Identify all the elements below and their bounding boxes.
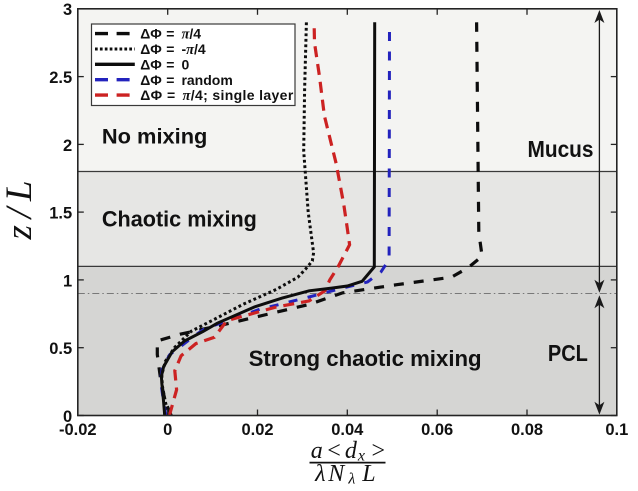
svg-text:Chaotic mixing: Chaotic mixing	[102, 206, 257, 231]
svg-text:PCL: PCL	[548, 340, 588, 366]
svg-text:0: 0	[63, 408, 72, 426]
svg-text:0.06: 0.06	[421, 421, 453, 439]
svg-text:Strong chaotic mixing: Strong chaotic mixing	[249, 346, 482, 371]
svg-text:1.5: 1.5	[49, 205, 72, 223]
svg-text:-0.02: -0.02	[59, 421, 97, 439]
svg-text:0.02: 0.02	[241, 421, 273, 439]
svg-text:1: 1	[63, 272, 72, 290]
svg-text:ΔΦ=-π/4: ΔΦ = -π/4	[140, 41, 206, 58]
svg-text:No mixing: No mixing	[102, 126, 208, 149]
svg-text:ΔΦ=random: ΔΦ = random	[140, 72, 233, 88]
svg-text:0.1: 0.1	[605, 421, 628, 439]
svg-text:0.04: 0.04	[331, 421, 364, 439]
svg-text:0.08: 0.08	[511, 421, 543, 439]
svg-text:0.5: 0.5	[49, 340, 72, 358]
svg-text:0: 0	[163, 421, 172, 439]
svg-text:Mucus: Mucus	[528, 136, 594, 162]
svg-text:3: 3	[63, 1, 72, 19]
svg-text:2.5: 2.5	[49, 69, 72, 87]
svg-text:ΔΦ=π/4: ΔΦ = π/4	[140, 26, 201, 43]
svg-text:z/L: z/L	[0, 181, 40, 241]
svg-text:2: 2	[63, 137, 72, 155]
